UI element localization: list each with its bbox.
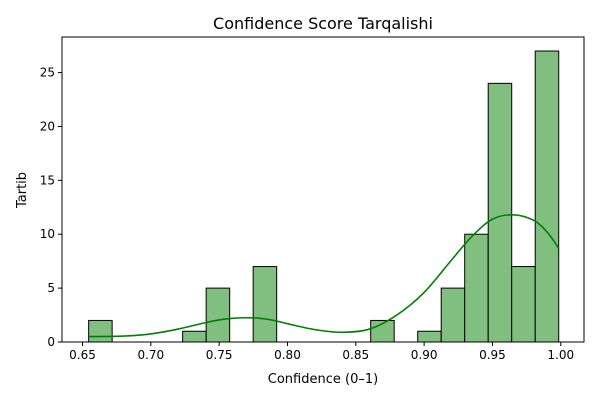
x-tick-label: 0.75 [206, 348, 233, 362]
y-tick-label: 20 [40, 119, 55, 133]
histogram-bar [182, 330, 207, 343]
histogram-bar [487, 82, 513, 343]
x-axis-ticks: 0.65 0.70 0.75 0.80 0.85 0.90 0.95 1.00 [69, 342, 574, 362]
y-tick-label: 10 [40, 227, 55, 241]
x-tick-label: 0.95 [479, 348, 506, 362]
histogram-bars [88, 50, 560, 343]
y-axis-ticks: 0 5 10 15 20 25 [40, 66, 62, 349]
x-tick-label: 0.90 [411, 348, 438, 362]
histogram-bar [464, 233, 489, 343]
histogram-bar [417, 330, 442, 343]
x-tick-label: 1.00 [547, 348, 574, 362]
y-tick-label: 0 [47, 335, 55, 349]
histogram-bar [534, 50, 560, 343]
histogram-bar [88, 319, 113, 343]
x-tick-label: 0.70 [137, 348, 164, 362]
histogram-bar [440, 287, 466, 343]
x-tick-label: 0.65 [69, 348, 96, 362]
plot-frame [61, 36, 585, 343]
x-tick-label: 0.80 [274, 348, 301, 362]
y-tick-label: 15 [40, 173, 55, 187]
y-tick-label: 25 [40, 66, 55, 80]
histogram-bar [511, 266, 536, 343]
y-axis-label: Tartib [15, 172, 30, 209]
x-axis-label: Confidence (0–1) [268, 372, 378, 387]
x-tick-label: 0.85 [342, 348, 369, 362]
chart-title: Confidence Score Tarqalishi [213, 14, 433, 33]
kde-curve [89, 214, 560, 338]
y-tick-label: 5 [47, 281, 55, 295]
histogram-bar [205, 287, 231, 343]
histogram-bar [252, 266, 278, 343]
